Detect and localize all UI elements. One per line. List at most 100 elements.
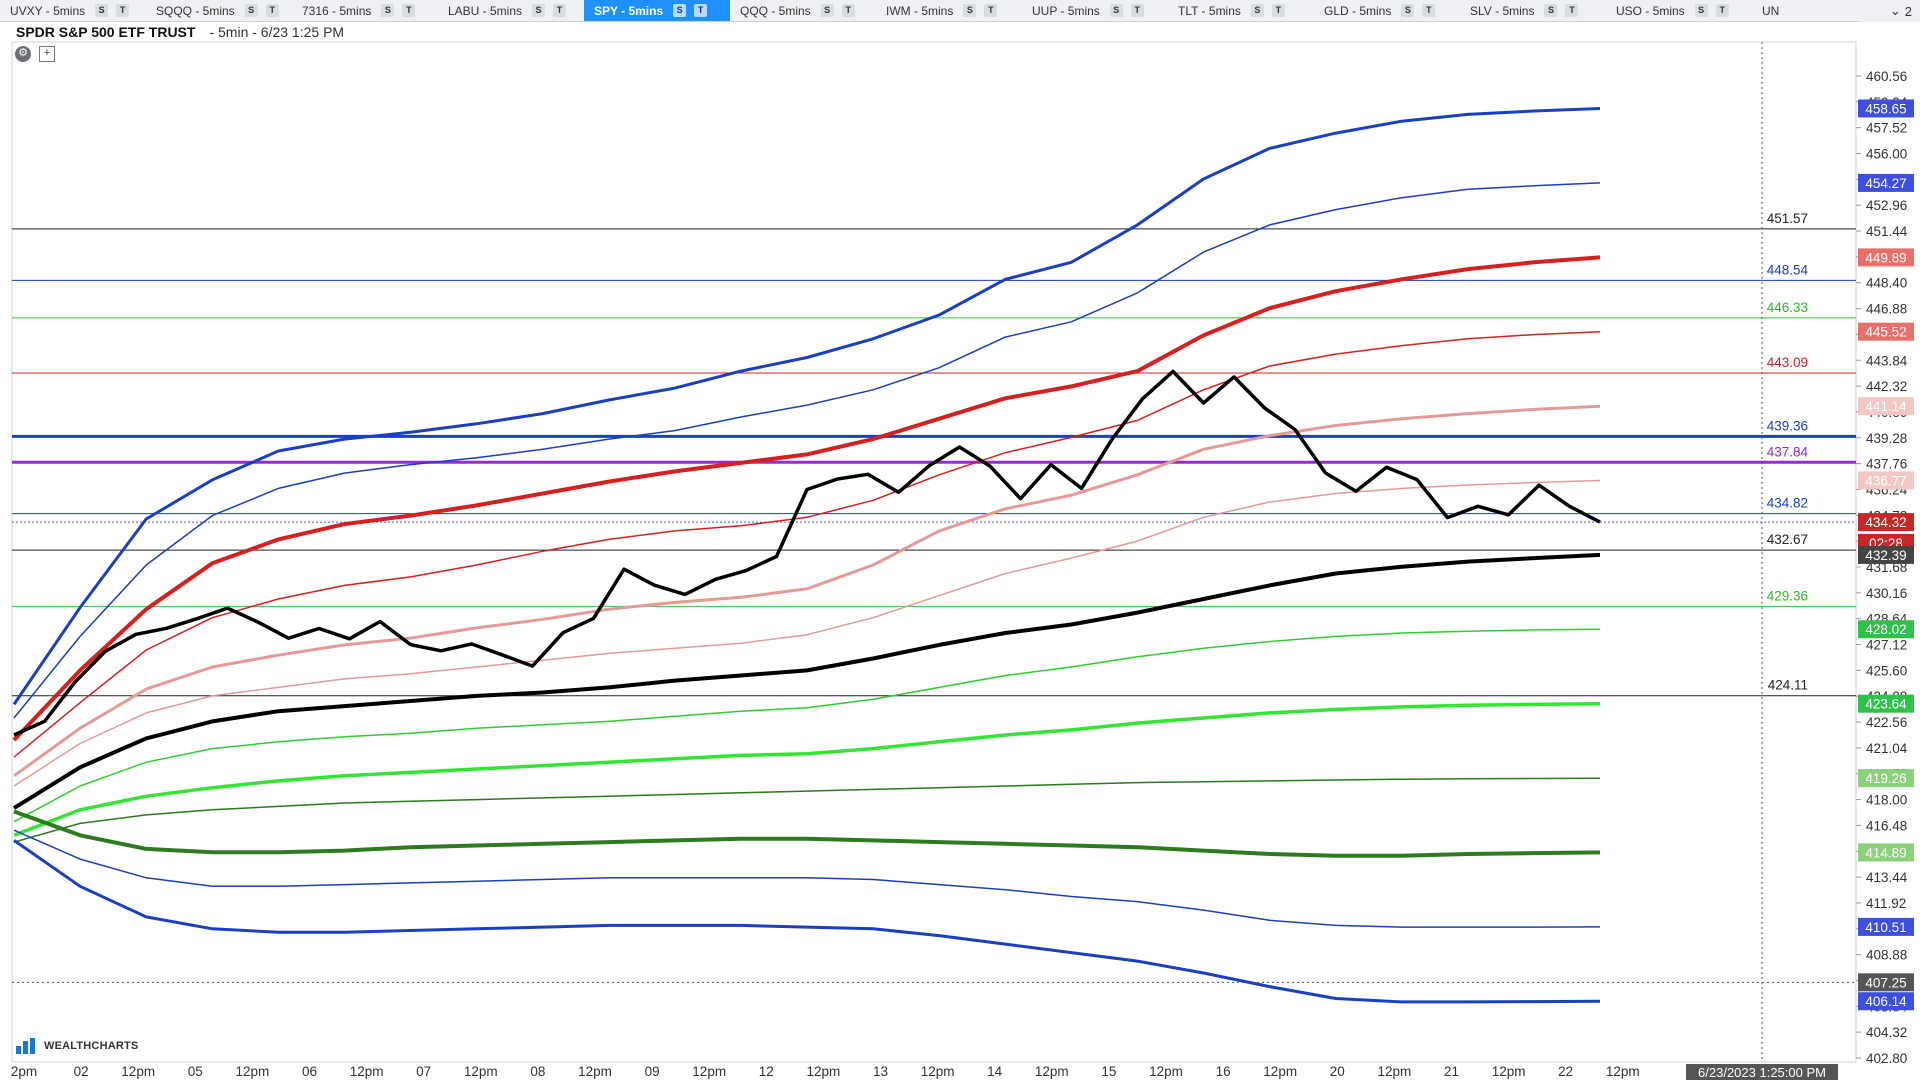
tab-1[interactable]: SQQQ - 5mins S T [146,0,292,21]
tab-s-button[interactable]: S [532,4,546,17]
tab-2[interactable]: 7316 - 5mins S T [292,0,438,21]
x-tick-label: 12pm [1378,1064,1412,1079]
price-badge [1858,545,1914,564]
tab-t-button[interactable]: T [984,4,998,17]
tab-t-button[interactable]: T [1715,4,1729,17]
tab-9[interactable]: GLD - 5mins S T [1314,0,1460,21]
tab-t-button[interactable]: T [1565,4,1579,17]
tab-s-button[interactable]: S [1401,4,1415,17]
tab-11[interactable]: USO - 5mins S T [1606,0,1752,21]
x-tick-label: 12pm [464,1064,498,1079]
tab-0[interactable]: UVXY - 5mins S T [0,0,146,21]
x-tick-label: 12pm [807,1064,841,1079]
price-badge [1858,322,1914,341]
band-series-line [13,839,1601,1004]
level-label: 429.36 [1767,588,1808,603]
level-label: 448.54 [1767,262,1809,277]
level-label: 432.67 [1767,532,1808,547]
y-tick-label: 427.12 [1866,638,1907,653]
symbol-tab-bar: UVXY - 5mins S T SQQQ - 5mins S T 7316 - 5mins… [0,0,1920,22]
tab-s-button[interactable]: S [963,4,977,17]
tab-t-button[interactable]: T [553,4,567,17]
tab-overflow[interactable]: ⌄ 2 [1860,0,1920,22]
tab-label: SPY - 5mins [594,3,664,18]
price-badge-text: 419.26 [1865,771,1906,786]
level-label: 439.36 [1767,418,1808,433]
price-badge-text: 428.02 [1865,622,1906,637]
tab-s-button[interactable]: S [1250,4,1264,17]
tab-t-button[interactable]: T [1130,4,1144,17]
tab-7[interactable]: UUP - 5mins S T [1022,0,1168,21]
y-tick-label: 451.44 [1866,224,1908,239]
x-tick-label: 12 [759,1064,774,1079]
band-series-line [13,404,1601,778]
price-badge-text: 414.89 [1865,845,1906,860]
tab-s-button[interactable]: S [673,4,687,17]
price-badge [1858,973,1914,992]
tab-t-button[interactable]: T [1422,4,1436,17]
band-series-line [13,829,1601,928]
tab-6[interactable]: IWM - 5mins S T [876,0,1022,21]
price-badge [1858,471,1914,490]
chevron-down-icon[interactable]: ⌄ [1889,3,1901,18]
tab-label: QQQ - 5mins [740,3,811,18]
x-tick-label: 02 [74,1064,89,1079]
band-series-line [13,777,1601,843]
tab-s-button[interactable]: S [820,4,834,17]
tab-8[interactable]: TLT - 5mins S T [1168,0,1314,21]
tab-s-button[interactable]: S [1544,4,1558,17]
y-tick-label: 443.84 [1866,353,1908,368]
x-tick-label: 15 [1101,1064,1116,1079]
tab-t-button[interactable]: T [402,4,416,17]
x-tick-label: 06 [302,1064,317,1079]
y-tick-label: 421.04 [1866,741,1908,756]
tab-s-button[interactable]: S [381,4,395,17]
x-tick-label: 12pm [1492,1064,1526,1079]
tab-4[interactable]: SPY - 5mins S T [584,0,730,21]
y-tick-label: 448.40 [1866,276,1907,291]
tab-label: UUP - 5mins [1032,3,1100,18]
tab-s-button[interactable]: S [1109,4,1123,17]
price-badge [1858,992,1914,1011]
x-tick-label: 05 [188,1064,203,1079]
y-tick-label: 422.56 [1866,715,1907,730]
tab-s-button[interactable]: S [95,4,109,17]
price-badge [1858,248,1914,267]
tab-s-button[interactable]: S [1694,4,1708,17]
series-group [12,107,1601,1004]
price-badge [1858,843,1914,862]
price-badge [1858,397,1914,416]
x-tick-label: 12pm [1606,1064,1640,1079]
level-label: 443.09 [1767,355,1808,370]
y-tick-label: 437.76 [1866,457,1907,472]
tab-t-button[interactable]: T [1271,4,1285,17]
level-label: 446.33 [1767,300,1808,315]
tab-s-button[interactable]: S [244,4,258,17]
tab-t-button[interactable]: T [841,4,855,17]
level-label: 451.57 [1767,211,1808,226]
tab-5[interactable]: QQQ - 5mins S T [730,0,876,21]
tab-12[interactable]: UN [1752,0,1898,21]
tab-t-button[interactable]: T [265,4,279,17]
tab-label: SQQQ - 5mins [156,3,235,18]
plus-icon[interactable]: + [39,46,55,62]
tab-10[interactable]: SLV - 5mins S T [1460,0,1606,21]
tab-t-button[interactable]: T [116,4,130,17]
y-tick-label: 425.60 [1866,663,1907,678]
tab-label: TLT - 5mins [1178,3,1241,18]
price-badge-text: 454.27 [1865,176,1906,191]
level-label: 434.82 [1767,496,1808,511]
tab-overflow-count: 2 [1904,3,1912,19]
tab-label: UN [1762,3,1780,18]
price-badge-text: 436.77 [1865,473,1906,488]
y-tick-label: 452.96 [1866,198,1907,213]
tab-t-button[interactable]: T [694,4,708,17]
x-tick-label: 12pm [1035,1064,1069,1079]
tab-3[interactable]: LABU - 5mins S T [438,0,584,21]
x-tick-label: 21 [1444,1064,1459,1079]
x-tick-label: 20 [1330,1064,1345,1079]
y-tick-label: 418.00 [1866,793,1907,808]
y-tick-label: 446.88 [1866,302,1907,317]
settings-icon[interactable]: ⚙ [15,46,31,62]
